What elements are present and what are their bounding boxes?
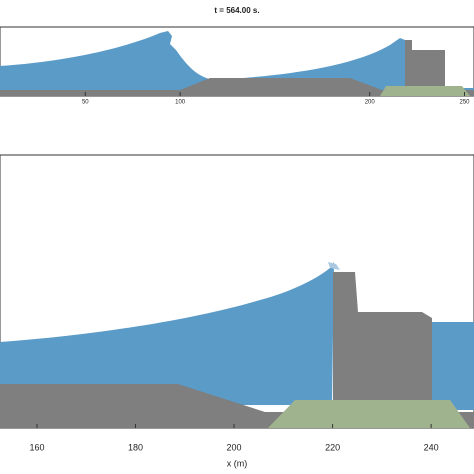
x-tick-label: 250 <box>460 100 471 106</box>
x-tick-label: 200 <box>227 442 242 452</box>
water-right <box>432 322 474 410</box>
chart-title: t = 564.00 s. <box>214 6 259 15</box>
x-tick-label: 180 <box>128 442 143 452</box>
base <box>268 400 470 428</box>
ground <box>0 78 474 96</box>
base <box>380 86 470 96</box>
x-tick-label: 100 <box>175 100 186 106</box>
x-tick-label: 240 <box>424 442 439 452</box>
water <box>0 31 474 96</box>
structure <box>405 40 445 88</box>
structure <box>333 272 432 405</box>
top-panel <box>0 26 474 97</box>
spray <box>328 262 340 270</box>
water <box>0 262 334 405</box>
x-tick-label: 220 <box>325 442 340 452</box>
x-tick-label: 50 <box>82 100 89 106</box>
x-tick-label: 200 <box>365 100 376 106</box>
x-tick-label: 160 <box>29 442 44 452</box>
x-axis-label: x (m) <box>227 458 248 468</box>
bottom-panel <box>0 154 474 429</box>
